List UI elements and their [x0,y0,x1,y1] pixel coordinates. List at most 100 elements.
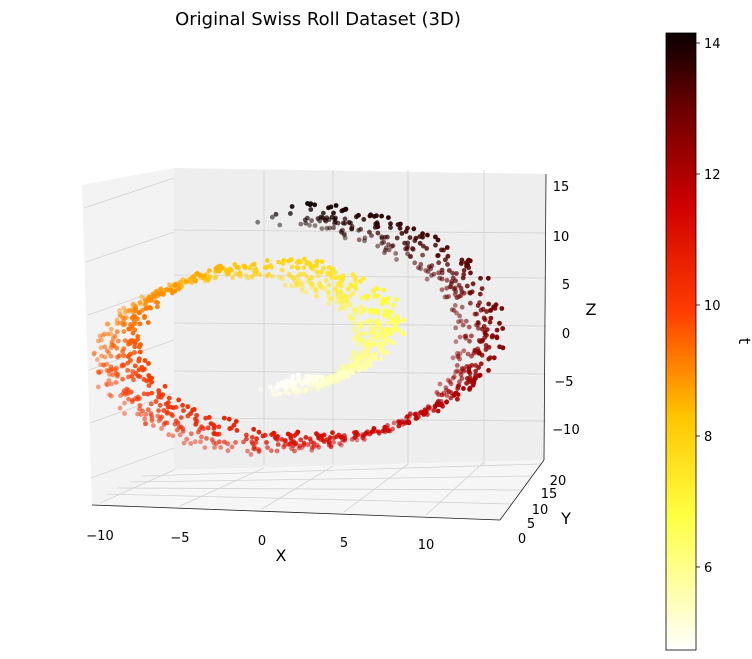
scatter-point [443,257,448,263]
scatter-point [170,405,176,411]
scatter-point [308,207,314,212]
scatter-point [352,328,358,334]
scatter-point [459,304,465,310]
scatter-point [143,421,149,426]
scatter-point [440,403,445,409]
scatter-point [191,407,197,412]
z-tick-label: 5 [562,278,570,293]
x-tick-label: −5 [170,531,189,546]
scatter-point [320,437,326,443]
scatter-point [423,409,429,414]
scatter-point [305,215,310,221]
scatter-point [394,297,399,303]
scatter-point [460,322,466,328]
scatter-point [178,424,184,430]
scatter-point [288,211,293,216]
scatter-point [151,423,156,428]
scatter-point [445,253,451,259]
scatter-point [136,356,142,362]
scatter-point [391,420,397,426]
scatter-point [361,217,367,222]
scatter-point [349,226,355,232]
scatter-point [439,287,445,293]
scatter-point [121,353,127,358]
scatter-point [181,440,187,446]
scatter-point [454,271,459,276]
scatter-point [326,282,332,288]
colorbar-tick-label: 12 [704,168,721,183]
scatter-point [363,330,368,336]
scatter-point [256,446,261,452]
scatter-point [336,274,342,280]
scatter-point [121,305,127,311]
scatter-point [382,424,388,430]
scatter-point [469,289,475,295]
scatter-point [249,439,255,445]
scatter-point [345,372,350,378]
scatter-point [436,260,442,266]
scatter-point [289,204,295,209]
scatter-point [104,348,110,354]
scatter-point [461,386,466,391]
scatter-point [314,259,319,265]
scatter-point [366,342,372,348]
scatter-point [196,272,202,278]
scatter-point [396,327,402,333]
scatter-point [256,429,262,435]
scatter-point [342,235,348,241]
scatter-point [296,372,301,377]
scatter-point [159,426,164,431]
scatter-point [374,213,379,219]
scatter-point [385,234,390,240]
scatter-point [338,434,344,440]
scatter-point [420,234,425,240]
scatter-point [455,396,460,402]
scatter-point [133,306,139,311]
scatter-point [405,225,410,231]
scatter-points [91,201,506,457]
scatter-point [355,357,361,362]
scatter-point [151,293,157,299]
scatter-point [464,283,470,289]
scatter-point [137,321,143,327]
scatter-point [148,401,154,407]
scatter-point [444,399,450,405]
z-tick-label: −5 [554,375,573,390]
scatter-point [331,439,336,445]
scatter-point [288,257,294,263]
z-tick-label: 0 [562,327,570,342]
scatter-point [429,263,435,269]
scatter-point [343,206,349,212]
scatter-point [441,247,446,253]
scatter-point [446,268,452,273]
scatter-point [499,306,505,311]
scatter-point [358,323,364,329]
scatter-point [146,383,152,388]
scatter-point [488,308,493,313]
scatter-point [353,286,359,292]
scatter-point [370,334,376,340]
scatter-point [177,432,183,438]
scatter-point [194,413,200,418]
scatter-point [231,422,237,428]
scatter-point [479,352,485,358]
y-tick-label: 15 [541,487,558,502]
scatter-point [176,286,182,292]
scatter-point [298,390,303,395]
scatter-point [114,329,120,335]
scatter-point [251,261,257,267]
scatter-point [431,408,437,413]
scatter-point [367,229,372,235]
scatter-point [230,275,236,281]
scatter-point [476,350,481,356]
grid-line [117,487,523,491]
scatter-point [375,293,381,299]
scatter-point [106,378,112,383]
z-axis-label: Z [586,300,597,319]
scatter-point [253,266,259,272]
scatter-point [234,264,240,270]
scatter-point [319,379,325,385]
scatter-point [184,436,190,442]
scatter-point [459,289,465,295]
scatter-point [486,356,492,362]
